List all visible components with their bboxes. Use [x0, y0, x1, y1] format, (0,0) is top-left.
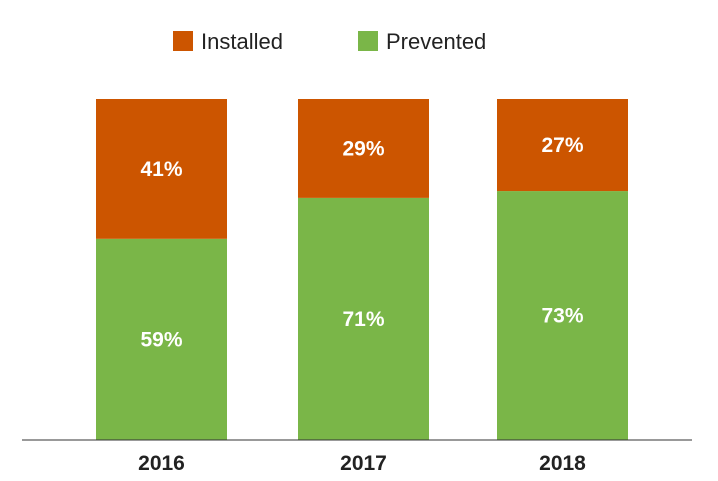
data-label-installed-2017: 29% [342, 137, 384, 160]
bar-installed-2018 [497, 99, 628, 192]
legend-label-installed: Installed [201, 29, 283, 54]
bar-prevented-2016 [96, 238, 227, 440]
x-tick-2017: 2017 [340, 452, 387, 475]
bar-prevented-2017 [298, 197, 429, 440]
legend: Installed Prevented [173, 29, 486, 54]
bar-installed-2016 [96, 99, 227, 239]
x-tick-2016: 2016 [138, 452, 185, 475]
x-tick-2018: 2018 [539, 452, 586, 475]
data-label-installed-2018: 27% [541, 134, 583, 157]
data-label-prevented-2018: 73% [541, 305, 583, 328]
bar-installed-2017 [298, 99, 429, 198]
data-label-prevented-2016: 59% [140, 328, 182, 351]
bar-prevented-2018 [497, 191, 628, 440]
legend-swatch-prevented [358, 31, 378, 51]
x-tick-labels: 2016 2017 2018 [138, 452, 586, 475]
data-label-installed-2016: 41% [140, 158, 182, 181]
bars: 59% 41% 71% 29% 73% 27% [96, 99, 628, 440]
data-label-prevented-2017: 71% [342, 308, 384, 331]
legend-label-prevented: Prevented [386, 29, 486, 54]
legend-swatch-installed [173, 31, 193, 51]
